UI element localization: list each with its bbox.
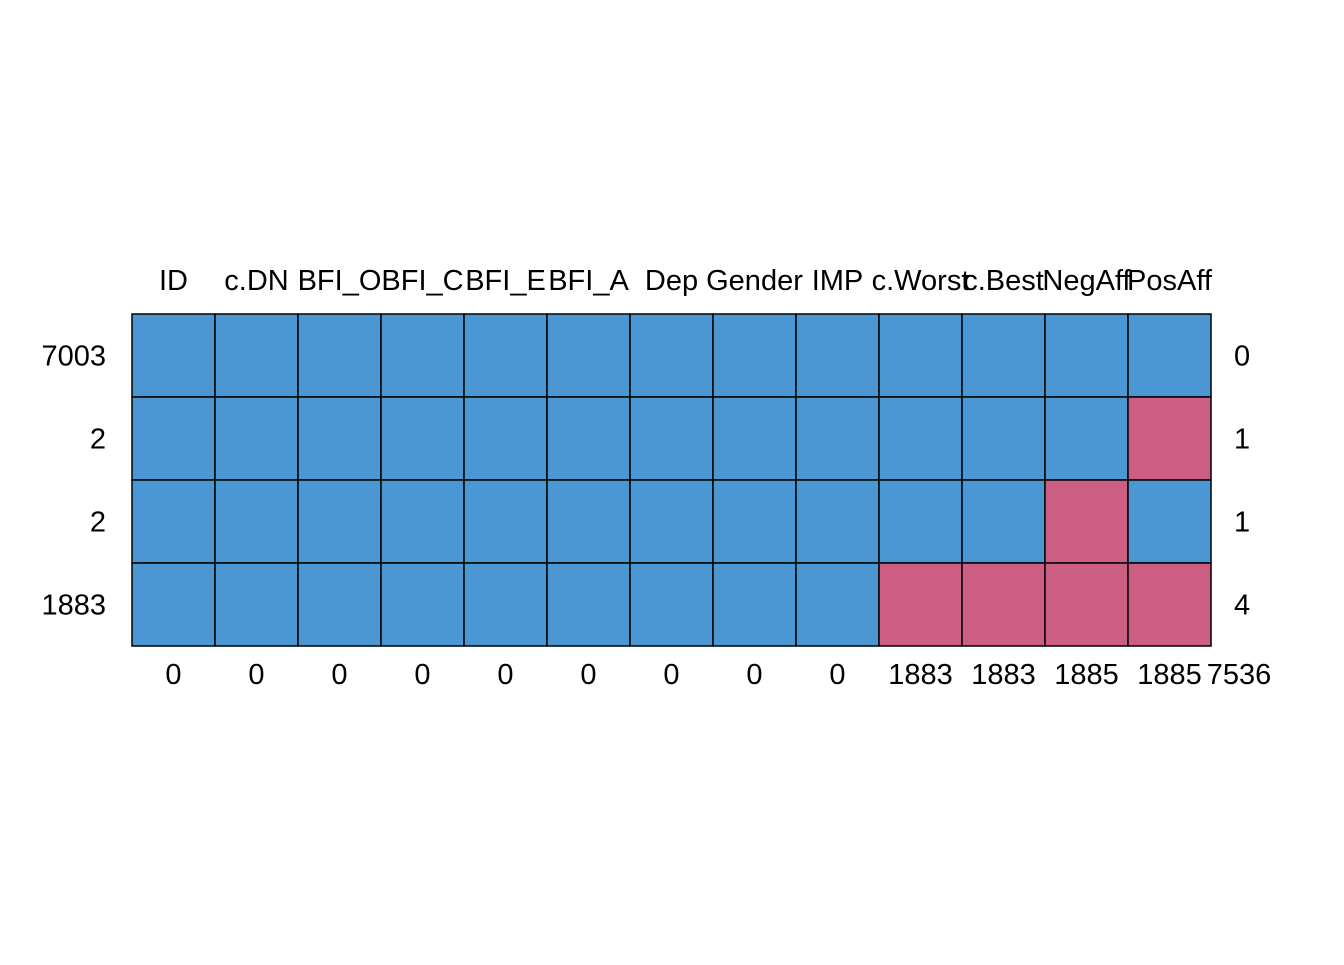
pattern-cell-r0-c8 bbox=[795, 313, 880, 398]
pattern-cell-r1-c3 bbox=[380, 396, 465, 481]
pattern-cell-r1-c12 bbox=[1127, 396, 1212, 481]
column-missing-label: 0 bbox=[663, 659, 679, 691]
pattern-cell-r3-c7 bbox=[712, 562, 797, 647]
column-missing-label: 0 bbox=[580, 659, 596, 691]
column-missing-label: 0 bbox=[331, 659, 347, 691]
pattern-cell-r0-c12 bbox=[1127, 313, 1212, 398]
pattern-cell-r0-c3 bbox=[380, 313, 465, 398]
pattern-cell-r3-c2 bbox=[297, 562, 382, 647]
row-count-label: 1883 bbox=[41, 590, 106, 622]
pattern-cell-r2-c1 bbox=[214, 479, 299, 564]
column-missing-labels: 0 0 0 0 0 0 0 0 0 1883 1883 1885 1885 7536 bbox=[165, 659, 1271, 691]
pattern-cell-r3-c6 bbox=[629, 562, 714, 647]
pattern-cell-r2-c2 bbox=[297, 479, 382, 564]
row-missing-label: 0 bbox=[1234, 341, 1250, 373]
pattern-cell-r1-c1 bbox=[214, 396, 299, 481]
pattern-cell-r3-c1 bbox=[214, 562, 299, 647]
column-missing-label: 1883 bbox=[888, 659, 953, 691]
pattern-cell-r0-c1 bbox=[214, 313, 299, 398]
column-missing-label: 0 bbox=[497, 659, 513, 691]
column-missing-label: 0 bbox=[165, 659, 181, 691]
pattern-cell-r0-c11 bbox=[1044, 313, 1129, 398]
pattern-cell-r2-c11 bbox=[1044, 479, 1129, 564]
pattern-cell-r0-c5 bbox=[546, 313, 631, 398]
column-missing-label: 0 bbox=[829, 659, 845, 691]
pattern-cell-r2-c10 bbox=[961, 479, 1046, 564]
row-missing-label: 1 bbox=[1234, 507, 1250, 539]
pattern-cell-r1-c6 bbox=[629, 396, 714, 481]
pattern-cell-r2-c7 bbox=[712, 479, 797, 564]
pattern-cell-r1-c4 bbox=[463, 396, 548, 481]
column-label: NegAff bbox=[1042, 265, 1131, 297]
column-label: BFI_A bbox=[548, 265, 629, 297]
row-count-label: 2 bbox=[90, 507, 106, 539]
pattern-cell-r3-c8 bbox=[795, 562, 880, 647]
pattern-cell-r1-c2 bbox=[297, 396, 382, 481]
pattern-cell-r0-c6 bbox=[629, 313, 714, 398]
pattern-cell-r3-c12 bbox=[1127, 562, 1212, 647]
column-label: BFI_E bbox=[465, 265, 546, 297]
pattern-cell-r0-c2 bbox=[297, 313, 382, 398]
pattern-cell-r0-c0 bbox=[131, 313, 216, 398]
column-label: c.DN bbox=[224, 265, 288, 297]
column-missing-label: 0 bbox=[414, 659, 430, 691]
column-label: BFI_O bbox=[298, 265, 382, 297]
total-missing-label: 7536 bbox=[1207, 659, 1272, 691]
pattern-cell-r3-c10 bbox=[961, 562, 1046, 647]
row-missing-labels: 0 1 1 4 bbox=[1234, 341, 1250, 622]
column-missing-label: 0 bbox=[746, 659, 762, 691]
column-label: IMP bbox=[812, 265, 864, 297]
pattern-cell-r1-c0 bbox=[131, 396, 216, 481]
column-label: c.Best bbox=[963, 265, 1044, 297]
column-label: c.Worst bbox=[872, 265, 970, 297]
pattern-cell-r3-c11 bbox=[1044, 562, 1129, 647]
row-count-label: 7003 bbox=[41, 341, 106, 373]
pattern-cell-r2-c9 bbox=[878, 479, 963, 564]
row-missing-label: 1 bbox=[1234, 424, 1250, 456]
pattern-cell-r0-c9 bbox=[878, 313, 963, 398]
pattern-cell-r2-c4 bbox=[463, 479, 548, 564]
column-missing-label: 1883 bbox=[971, 659, 1036, 691]
column-missing-label: 1885 bbox=[1137, 659, 1202, 691]
column-label: Dep bbox=[645, 265, 698, 297]
pattern-cell-r1-c5 bbox=[546, 396, 631, 481]
pattern-cell-r2-c3 bbox=[380, 479, 465, 564]
column-label: Gender bbox=[706, 265, 803, 297]
pattern-cell-r1-c7 bbox=[712, 396, 797, 481]
column-label: PosAff bbox=[1127, 265, 1213, 297]
pattern-cell-r3-c0 bbox=[131, 562, 216, 647]
pattern-cell-r1-c9 bbox=[878, 396, 963, 481]
column-label: ID bbox=[159, 265, 188, 297]
row-count-labels: 7003 2 2 1883 bbox=[41, 341, 106, 622]
pattern-cell-r0-c7 bbox=[712, 313, 797, 398]
pattern-cell-r2-c6 bbox=[629, 479, 714, 564]
pattern-cell-r1-c11 bbox=[1044, 396, 1129, 481]
pattern-cell-r2-c8 bbox=[795, 479, 880, 564]
pattern-cell-r3-c9 bbox=[878, 562, 963, 647]
column-missing-label: 0 bbox=[248, 659, 264, 691]
pattern-cell-r2-c12 bbox=[1127, 479, 1212, 564]
pattern-cell-r3-c4 bbox=[463, 562, 548, 647]
pattern-cell-r2-c5 bbox=[546, 479, 631, 564]
pattern-cell-r3-c5 bbox=[546, 562, 631, 647]
column-labels: ID c.DN BFI_O BFI_C BFI_E BFI_A Dep Gender IMP c.… bbox=[159, 265, 1213, 297]
pattern-cell-r0-c4 bbox=[463, 313, 548, 398]
pattern-cell-r3-c3 bbox=[380, 562, 465, 647]
row-count-label: 2 bbox=[90, 424, 106, 456]
column-missing-label: 1885 bbox=[1054, 659, 1119, 691]
heatmap-cells bbox=[131, 313, 1212, 647]
pattern-cell-r0-c10 bbox=[961, 313, 1046, 398]
column-label: BFI_C bbox=[381, 265, 463, 297]
row-missing-label: 4 bbox=[1234, 590, 1250, 622]
pattern-cell-r1-c8 bbox=[795, 396, 880, 481]
pattern-cell-r1-c10 bbox=[961, 396, 1046, 481]
pattern-cell-r2-c0 bbox=[131, 479, 216, 564]
